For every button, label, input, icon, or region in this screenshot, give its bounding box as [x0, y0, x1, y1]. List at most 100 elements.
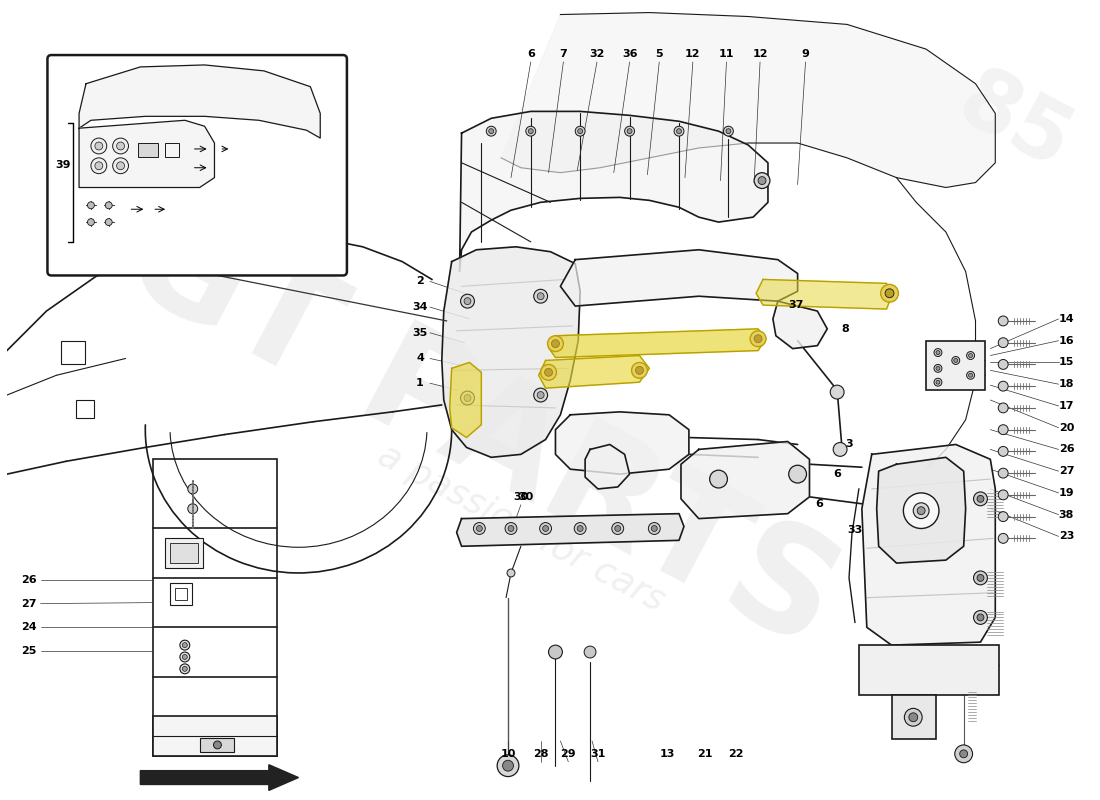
FancyBboxPatch shape: [47, 55, 347, 275]
Circle shape: [967, 351, 975, 359]
Circle shape: [936, 350, 939, 354]
Circle shape: [578, 129, 583, 134]
Text: 25: 25: [21, 646, 36, 656]
Circle shape: [952, 357, 959, 365]
Text: 21: 21: [697, 749, 713, 759]
Circle shape: [724, 126, 734, 136]
Polygon shape: [549, 329, 766, 358]
Text: 32: 32: [590, 49, 605, 59]
Circle shape: [636, 366, 644, 374]
Text: 85: 85: [945, 60, 1086, 186]
Text: 1: 1: [416, 378, 424, 388]
Text: 30: 30: [514, 492, 528, 502]
Circle shape: [88, 202, 95, 209]
Circle shape: [528, 129, 534, 134]
Text: 36: 36: [621, 49, 637, 59]
Circle shape: [584, 646, 596, 658]
Circle shape: [486, 126, 496, 136]
Text: GT PARTS: GT PARTS: [102, 183, 860, 676]
Circle shape: [88, 218, 95, 226]
Circle shape: [955, 745, 972, 762]
Text: 31: 31: [591, 749, 606, 759]
Text: 4: 4: [416, 354, 424, 363]
Circle shape: [999, 338, 1008, 348]
Circle shape: [627, 129, 632, 134]
Circle shape: [999, 534, 1008, 543]
Text: 8: 8: [842, 324, 849, 334]
Circle shape: [977, 574, 983, 582]
Text: 30: 30: [518, 492, 534, 502]
Circle shape: [180, 664, 190, 674]
Text: 29: 29: [561, 749, 576, 759]
Text: 26: 26: [21, 575, 36, 585]
Circle shape: [464, 298, 471, 305]
Circle shape: [789, 466, 806, 483]
Text: 2: 2: [416, 276, 424, 286]
Circle shape: [934, 349, 942, 357]
Text: 17: 17: [1058, 401, 1075, 411]
Circle shape: [534, 290, 548, 303]
Circle shape: [903, 493, 939, 529]
Circle shape: [881, 284, 899, 302]
Circle shape: [476, 526, 482, 531]
Circle shape: [959, 750, 968, 758]
Text: 9: 9: [802, 49, 810, 59]
Text: 23: 23: [1059, 531, 1074, 542]
Bar: [76, 400, 94, 418]
Circle shape: [936, 366, 939, 370]
Circle shape: [542, 526, 549, 531]
Circle shape: [934, 365, 942, 372]
Circle shape: [755, 334, 762, 342]
Circle shape: [507, 569, 515, 577]
Bar: [926, 341, 986, 390]
Circle shape: [188, 484, 198, 494]
Circle shape: [999, 403, 1008, 413]
Circle shape: [999, 382, 1008, 391]
Polygon shape: [585, 445, 629, 489]
Polygon shape: [141, 765, 298, 790]
Circle shape: [999, 316, 1008, 326]
Text: 22: 22: [728, 749, 744, 759]
Circle shape: [999, 490, 1008, 500]
Circle shape: [934, 378, 942, 386]
Circle shape: [710, 470, 727, 488]
Circle shape: [544, 368, 552, 376]
Circle shape: [549, 645, 562, 659]
Text: 28: 28: [532, 749, 549, 759]
Circle shape: [180, 640, 190, 650]
Polygon shape: [773, 301, 827, 349]
Text: 19: 19: [1058, 488, 1075, 498]
Bar: [165, 143, 179, 157]
Polygon shape: [556, 412, 689, 474]
Circle shape: [578, 526, 583, 531]
Bar: [859, 645, 999, 694]
Circle shape: [974, 610, 988, 624]
Bar: [200, 738, 234, 752]
Text: 33: 33: [847, 526, 862, 535]
Circle shape: [969, 354, 972, 358]
Text: 15: 15: [1059, 358, 1074, 367]
Circle shape: [830, 385, 844, 399]
Circle shape: [726, 129, 730, 134]
Bar: [165, 538, 202, 568]
Text: 13: 13: [660, 749, 674, 759]
Polygon shape: [79, 120, 214, 187]
Circle shape: [631, 362, 648, 378]
Circle shape: [106, 202, 112, 209]
Circle shape: [183, 642, 187, 647]
Circle shape: [612, 522, 624, 534]
Polygon shape: [442, 247, 580, 458]
Bar: [175, 588, 187, 600]
Circle shape: [977, 614, 983, 621]
Circle shape: [537, 391, 544, 398]
Text: 10: 10: [500, 749, 516, 759]
Circle shape: [503, 760, 514, 771]
Circle shape: [117, 162, 124, 170]
Circle shape: [909, 713, 917, 722]
Circle shape: [188, 504, 198, 514]
Circle shape: [106, 218, 112, 226]
Circle shape: [183, 654, 187, 659]
Circle shape: [180, 652, 190, 662]
Circle shape: [461, 391, 474, 405]
Circle shape: [917, 506, 925, 514]
